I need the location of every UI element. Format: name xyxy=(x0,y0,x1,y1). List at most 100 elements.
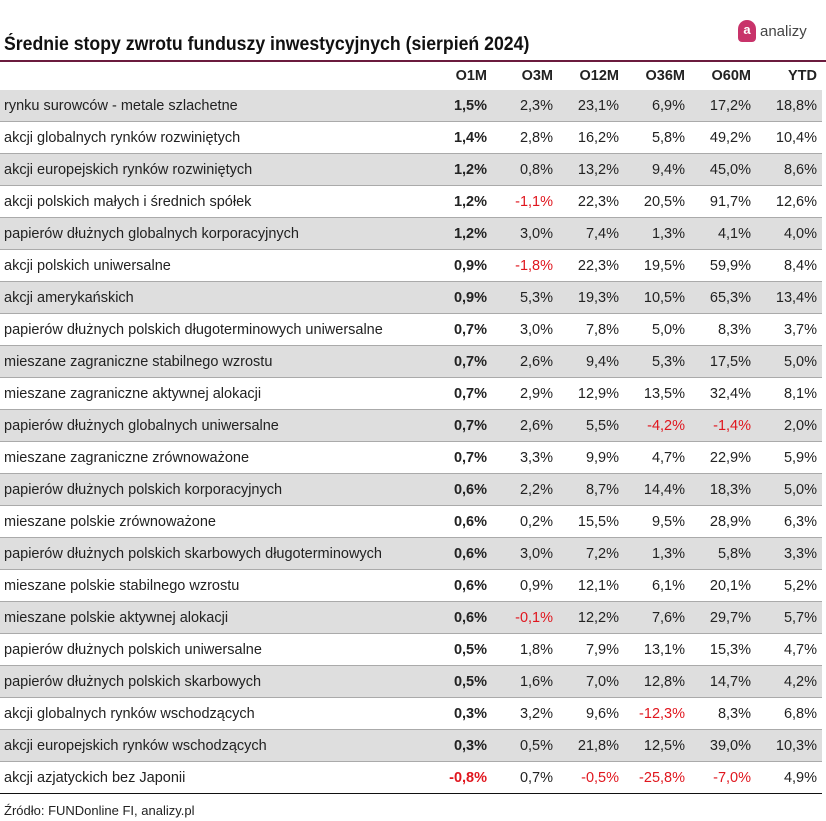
return-value: 4,2% xyxy=(756,665,822,698)
return-value: 9,5% xyxy=(624,505,690,538)
return-value: 5,8% xyxy=(624,121,690,154)
return-value: 65,3% xyxy=(690,281,756,314)
title-rule xyxy=(0,60,826,62)
fund-category: akcji europejskich rynków rozwiniętych xyxy=(0,153,435,186)
return-value: 0,7% xyxy=(492,761,558,794)
fund-category: mieszane polskie zrównoważone xyxy=(0,505,435,538)
fund-category: papierów dłużnych globalnych korporacyjn… xyxy=(0,217,435,250)
return-value: 1,4% xyxy=(435,121,492,154)
fund-category: akcji europejskich rynków wschodzących xyxy=(0,729,435,762)
return-value: 3,3% xyxy=(492,441,558,474)
return-value: -4,2% xyxy=(624,409,690,442)
return-value: 7,4% xyxy=(558,217,624,250)
return-value: 5,8% xyxy=(690,537,756,570)
table-row: mieszane zagraniczne zrównoważone 0,7% 3,3… xyxy=(0,441,822,474)
return-value: 0,5% xyxy=(492,729,558,762)
return-value: 0,7% xyxy=(435,313,492,346)
return-value: 0,6% xyxy=(435,505,492,538)
return-value: 3,2% xyxy=(492,697,558,730)
return-value: 7,0% xyxy=(558,665,624,698)
fund-category: akcji polskich małych i średnich spółek xyxy=(0,185,435,218)
column-header: O3M xyxy=(521,68,553,84)
header-row: O1M O3M O12M O36M O60M YTD xyxy=(0,62,822,90)
return-value: 8,6% xyxy=(756,153,822,186)
table-row: papierów dłużnych globalnych korporacyjn… xyxy=(0,217,822,250)
return-value: 23,1% xyxy=(558,90,624,122)
return-value: 12,5% xyxy=(624,729,690,762)
table-row: papierów dłużnych polskich korporacyjnyc… xyxy=(0,473,822,506)
return-value: 4,9% xyxy=(756,761,822,794)
return-value: 6,3% xyxy=(756,505,822,538)
return-value: 3,0% xyxy=(492,217,558,250)
return-value: 5,9% xyxy=(756,441,822,474)
return-value: 2,3% xyxy=(492,90,558,122)
return-value: 5,0% xyxy=(756,345,822,378)
return-value: 45,0% xyxy=(690,153,756,186)
table-row: akcji polskich małych i średnich spółek 1… xyxy=(0,185,822,218)
return-value: 91,7% xyxy=(690,185,756,218)
fund-category: papierów dłużnych polskich skarbowych xyxy=(0,665,435,698)
table-row: mieszane polskie stabilnego wzrostu 0,6% 0… xyxy=(0,569,822,602)
return-value: 13,4% xyxy=(756,281,822,314)
return-value: 3,0% xyxy=(492,313,558,346)
return-value: 1,6% xyxy=(492,665,558,698)
table-row: akcji globalnych rynków rozwiniętych 1,4%… xyxy=(0,121,822,154)
fund-category: papierów dłużnych polskich korporacyjnyc… xyxy=(0,473,435,506)
return-value: 8,3% xyxy=(690,697,756,730)
return-value: 0,9% xyxy=(435,249,492,282)
table-row: rynku surowców - metale szlachetne 1,5% 2,… xyxy=(0,90,822,122)
return-value: -1,1% xyxy=(492,185,558,218)
table-row: papierów dłużnych polskich długoterminow… xyxy=(0,313,822,346)
return-value: -1,4% xyxy=(690,409,756,442)
return-value: 7,6% xyxy=(624,601,690,634)
table-row: akcji europejskich rynków wschodzących 0,… xyxy=(0,729,822,762)
return-value: 12,6% xyxy=(756,185,822,218)
return-value: 19,5% xyxy=(624,249,690,282)
return-value: 0,7% xyxy=(435,441,492,474)
return-value: 18,8% xyxy=(756,90,822,122)
return-value: 4,7% xyxy=(624,441,690,474)
table-row: mieszane zagraniczne stabilnego wzrostu 0… xyxy=(0,345,822,378)
return-value: -0,5% xyxy=(558,761,624,794)
return-value: 2,8% xyxy=(492,121,558,154)
return-value: 12,1% xyxy=(558,569,624,602)
return-value: 3,7% xyxy=(756,313,822,346)
return-value: 8,3% xyxy=(690,313,756,346)
table-row: mieszane polskie aktywnej alokacji 0,6% -0… xyxy=(0,601,822,634)
column-header: YTD xyxy=(788,68,817,84)
return-value: 7,9% xyxy=(558,633,624,666)
return-value: 49,2% xyxy=(690,121,756,154)
fund-category: akcji amerykańskich xyxy=(0,281,435,314)
return-value: 4,7% xyxy=(756,633,822,666)
return-value: 0,8% xyxy=(492,153,558,186)
return-value: 1,2% xyxy=(435,217,492,250)
page-title: Średnie stopy zwrotu funduszy inwestycyj… xyxy=(4,34,530,55)
fund-category: mieszane zagraniczne aktywnej alokacji xyxy=(0,377,435,410)
return-value: 10,5% xyxy=(624,281,690,314)
return-value: 10,4% xyxy=(756,121,822,154)
return-value: 7,8% xyxy=(558,313,624,346)
table-row: akcji azjatyckich bez Japonii -0,8% 0,7% -0… xyxy=(0,761,822,794)
return-value: 1,2% xyxy=(435,185,492,218)
return-value: -0,1% xyxy=(492,601,558,634)
return-value: 0,3% xyxy=(435,697,492,730)
return-value: 28,9% xyxy=(690,505,756,538)
table-row: akcji globalnych rynków wschodzących 0,3%… xyxy=(0,697,822,730)
return-value: -7,0% xyxy=(690,761,756,794)
fund-category: papierów dłużnych globalnych uniwersalne xyxy=(0,409,435,442)
return-value: 22,3% xyxy=(558,185,624,218)
return-value: 9,4% xyxy=(624,153,690,186)
source-note: Źródło: FUNDonline FI, analizy.pl xyxy=(4,803,195,818)
return-value: 7,2% xyxy=(558,537,624,570)
return-value: 0,7% xyxy=(435,377,492,410)
return-value: 2,6% xyxy=(492,409,558,442)
return-value: 17,2% xyxy=(690,90,756,122)
table-row: mieszane zagraniczne aktywnej alokacji 0,… xyxy=(0,377,822,410)
return-value: 22,9% xyxy=(690,441,756,474)
column-header: O1M xyxy=(455,68,487,84)
return-value: 0,5% xyxy=(435,633,492,666)
return-value: 3,0% xyxy=(492,537,558,570)
column-header: O36M xyxy=(645,68,686,84)
return-value: 0,2% xyxy=(492,505,558,538)
